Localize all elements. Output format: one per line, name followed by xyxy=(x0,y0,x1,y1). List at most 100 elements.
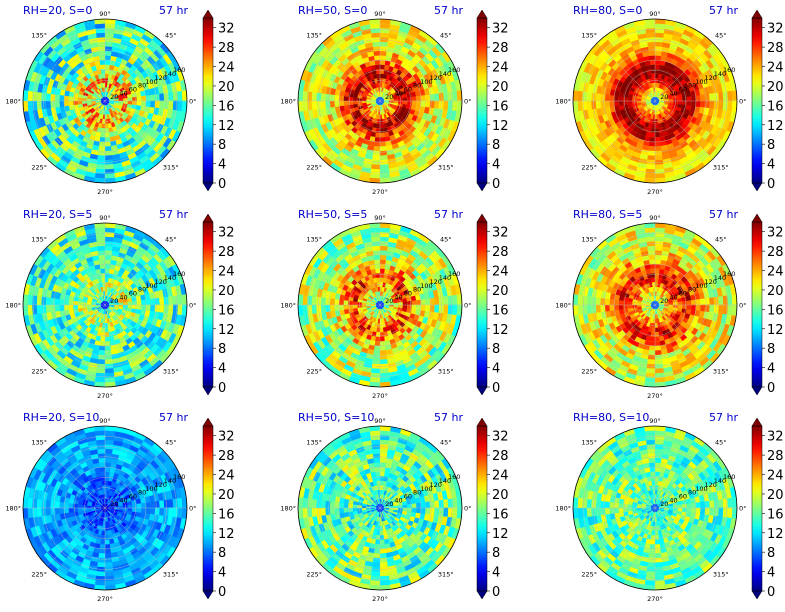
colorbar: 0 4 8 12 16 20 24 28 32 xyxy=(751,213,784,396)
radial-tick-label: 100 xyxy=(420,78,432,86)
colorbar-tick-label: 12 xyxy=(218,323,235,338)
colorbar-tick-label: 20 xyxy=(767,284,784,299)
angle-label: 45° xyxy=(715,439,727,447)
radial-tick-label: 20 xyxy=(660,297,668,305)
colorbar-tick-label: 20 xyxy=(218,488,235,503)
polar-grid xyxy=(297,425,463,591)
panel-time-label: 57 hr xyxy=(434,208,463,221)
colorbar-tick-label: 20 xyxy=(218,80,235,95)
angle-label: 225° xyxy=(31,163,47,171)
colorbar-tick-label: 8 xyxy=(767,138,775,153)
colorbar-tick-label: 16 xyxy=(218,507,235,522)
radial-tick-label: 100 xyxy=(420,282,432,290)
colorbar-tick-label: 24 xyxy=(767,265,784,280)
radial-tick-label: 140 xyxy=(164,274,176,282)
colorbar-tick-label: 16 xyxy=(492,507,509,522)
angle-label: 135° xyxy=(306,236,322,244)
radial-tick-label: 40 xyxy=(394,293,402,301)
colorbar-extend-min xyxy=(476,590,488,600)
polar-grid xyxy=(572,425,738,591)
angle-label: 0° xyxy=(739,505,746,513)
radial-tick-label: 60 xyxy=(679,492,687,500)
polar-frame xyxy=(22,222,188,388)
angle-label: 225° xyxy=(306,367,322,375)
colorbar-extend-min xyxy=(202,590,214,600)
radial-tick-label: 160 xyxy=(173,270,185,278)
radial-tick-label: 140 xyxy=(714,274,726,282)
colorbar-tick-label: 4 xyxy=(767,566,775,581)
angle-label: 45° xyxy=(165,439,177,447)
colorbar-tick-label: 4 xyxy=(218,566,226,581)
colorbar-tick-label: 24 xyxy=(492,265,509,280)
radial-tick-label: 160 xyxy=(173,473,185,481)
radial-tick-label: 160 xyxy=(448,66,460,74)
colorbar-tick-label: 4 xyxy=(767,158,775,173)
colorbar: 0 4 8 12 16 20 24 28 32 xyxy=(476,417,509,600)
angle-label: 225° xyxy=(306,570,322,578)
radial-tick-label: 120 xyxy=(429,74,441,82)
angle-label: 90° xyxy=(374,214,386,222)
colorbar-tick-label: 0 xyxy=(767,381,775,396)
angle-label: 315° xyxy=(438,367,454,375)
colorbar-tick-label: 8 xyxy=(492,138,500,153)
polar-grid xyxy=(22,425,188,591)
colorbar-tick-label: 24 xyxy=(218,469,235,484)
radial-tick-label: 20 xyxy=(110,297,118,305)
colorbar-tick-label: 28 xyxy=(492,41,509,56)
colorbar-tick-label: 16 xyxy=(492,303,509,318)
radial-tick-label: 100 xyxy=(695,282,707,290)
radial-tick-label: 40 xyxy=(119,89,127,97)
colorbar-extend-min xyxy=(202,386,214,396)
radial-tick-label: 80 xyxy=(413,489,421,497)
radial-tick-label: 160 xyxy=(173,66,185,74)
polar-frame xyxy=(22,18,188,184)
colorbar-extend-max xyxy=(476,213,488,223)
angle-label: 270° xyxy=(97,188,113,196)
colorbar-tick-label: 16 xyxy=(767,99,784,114)
radial-tick-label: 160 xyxy=(723,473,735,481)
colorbar: 0 4 8 12 16 20 24 28 32 xyxy=(476,9,509,192)
colorbar-tick-label: 28 xyxy=(492,245,509,260)
radial-tick-label: 80 xyxy=(138,286,146,294)
radial-tick-label: 120 xyxy=(154,278,166,286)
radial-tick-label: 20 xyxy=(385,500,393,508)
colorbar-tick-label: 20 xyxy=(492,80,509,95)
angle-label: 270° xyxy=(372,595,388,603)
angle-label: 225° xyxy=(31,367,47,375)
colorbar-tick-label: 8 xyxy=(218,546,226,561)
colorbar-tick-label: 20 xyxy=(767,488,784,503)
radial-tick-label: 140 xyxy=(714,70,726,78)
colorbar-tick-label: 32 xyxy=(218,430,235,445)
panel-title: RH=50, S=5 xyxy=(298,208,367,221)
radial-tick-label: 60 xyxy=(679,289,687,297)
angle-label: 90° xyxy=(649,417,661,425)
angle-label: 270° xyxy=(372,188,388,196)
angle-label: 180° xyxy=(555,98,571,106)
colorbar-tick-label: 20 xyxy=(492,284,509,299)
angle-label: 270° xyxy=(647,188,663,196)
panel-time-label: 57 hr xyxy=(434,4,463,17)
colorbar-tick-label: 12 xyxy=(767,527,784,542)
angle-label: 45° xyxy=(440,236,452,244)
radial-tick-label: 40 xyxy=(669,293,677,301)
radial-tick-label: 120 xyxy=(704,481,716,489)
colorbar-tick-label: 28 xyxy=(767,449,784,464)
angle-label: 225° xyxy=(581,570,597,578)
polar-frame xyxy=(297,222,463,388)
colorbar-tick-label: 8 xyxy=(767,546,775,561)
polar-frame xyxy=(297,18,463,184)
radial-tick-label: 80 xyxy=(688,82,696,90)
panel-title: RH=80, S=0 xyxy=(573,4,642,17)
radial-tick-label: 100 xyxy=(420,485,432,493)
radial-tick-label: 140 xyxy=(164,477,176,485)
polar-grid xyxy=(22,18,188,184)
angle-label: 315° xyxy=(438,163,454,171)
panel-title: RH=20, S=5 xyxy=(23,208,92,221)
colorbar-extend-min xyxy=(476,182,488,192)
angle-label: 0° xyxy=(739,302,746,310)
polar-frame xyxy=(572,18,738,184)
colorbar-extend-max xyxy=(202,417,214,427)
